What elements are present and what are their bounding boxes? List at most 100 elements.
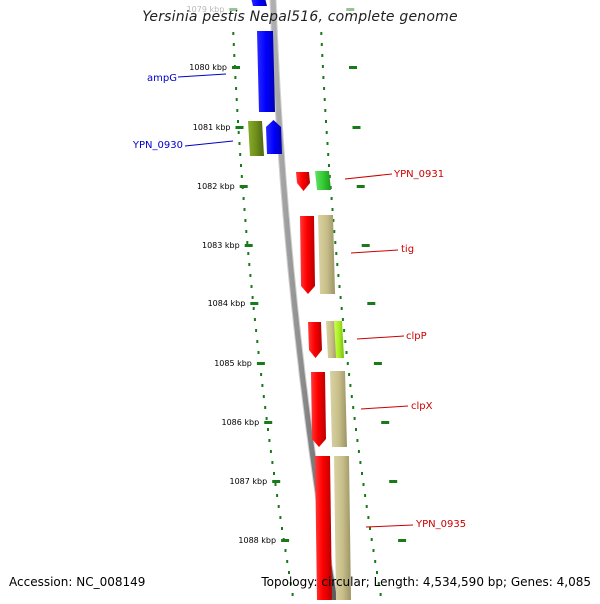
- tick-label: 1083 kbp: [202, 241, 240, 250]
- scale-dot-right: [356, 439, 359, 442]
- scale-dot-right: [350, 395, 353, 398]
- scale-dot-left: [268, 439, 271, 442]
- scale-dot-right: [343, 329, 346, 332]
- scale-dot-left: [238, 142, 241, 145]
- scale-dot-left: [257, 351, 260, 354]
- scale-dot-right: [345, 351, 348, 354]
- scale-dot-right: [361, 472, 363, 475]
- scale-dot-right: [321, 54, 324, 57]
- scale-dot-left: [276, 494, 279, 497]
- scale-dot-left: [239, 153, 242, 156]
- scale-dot-right: [324, 109, 327, 112]
- scale-dot-right: [327, 153, 330, 156]
- YPN_0930-block: [266, 120, 282, 154]
- scale-dot-left: [250, 285, 253, 288]
- scale-dot-right: [353, 417, 356, 420]
- YPN_0930-label: YPN_0930: [132, 140, 183, 151]
- scale-dot-left: [255, 329, 258, 332]
- scale-dot-right: [355, 428, 357, 431]
- scale-dot-left: [260, 373, 263, 376]
- scale-dot-left: [252, 307, 255, 310]
- scale-dot-right: [320, 43, 323, 46]
- scale-dot-left: [234, 76, 237, 79]
- tick-label: 1084 kbp: [208, 299, 246, 308]
- scale-dot-left: [262, 395, 265, 398]
- tick-mark-left: [239, 185, 248, 188]
- scale-dot-right: [359, 461, 362, 464]
- scale-dot-left: [256, 340, 259, 343]
- scale-dot-left: [269, 450, 272, 453]
- scale-dot-right: [349, 384, 352, 387]
- tick-mark-left: [244, 244, 253, 247]
- scale-dot-left: [264, 406, 267, 409]
- scale-dot-right: [321, 65, 324, 68]
- tick-label: 1088 kbp: [238, 536, 276, 545]
- gene-features: [248, 0, 351, 600]
- scale-dot-left: [235, 87, 238, 90]
- scale-dot-left: [261, 384, 264, 387]
- scale-dot-right: [325, 120, 327, 123]
- tick-mark-left: [232, 66, 240, 69]
- scale-dot-left: [249, 274, 252, 277]
- tick-mark-right: [389, 480, 398, 483]
- scale-dot-right: [341, 318, 344, 321]
- tick-label: 1081 kbp: [193, 123, 231, 132]
- tick-label: 1082 kbp: [197, 182, 235, 191]
- scale-dot-left: [233, 54, 236, 57]
- tan-gene-block-2: [326, 321, 337, 358]
- tick-label: 1085 kbp: [214, 359, 252, 368]
- scale-dot-right: [346, 362, 349, 365]
- scale-dot-left: [235, 98, 238, 101]
- clpP-leader: [356, 335, 405, 340]
- ampG-upper-block: [251, 0, 267, 6]
- tig-label: tig: [401, 244, 414, 255]
- ampG-label: ampG: [147, 73, 177, 84]
- scale-dot-right: [374, 560, 377, 563]
- scale-dot-right: [320, 32, 323, 35]
- scale-dot-left: [240, 175, 243, 178]
- scale-dot-left: [232, 43, 235, 46]
- scale-dot-right: [330, 197, 333, 200]
- clpP-label: clpP: [406, 331, 427, 342]
- scale-dot-right: [338, 285, 341, 288]
- scale-dot-right: [337, 274, 340, 277]
- scale-dot-left: [291, 593, 294, 596]
- clpX-leader: [360, 405, 409, 410]
- scale-dot-left: [281, 527, 283, 530]
- scale-dot-left: [247, 252, 250, 255]
- scale-dot-right: [333, 230, 336, 233]
- tick-mark-left: [235, 126, 244, 129]
- tick-mark-left: [264, 421, 273, 424]
- YPN_0931-block: [296, 172, 310, 191]
- YPN_0931-leader: [344, 173, 393, 180]
- scale-dot-right: [365, 505, 368, 508]
- clpX-block: [311, 372, 326, 447]
- clpP-block: [308, 322, 322, 358]
- tick-mark-right: [349, 66, 357, 69]
- scale-dot-left: [288, 571, 290, 574]
- ampG-leader: [177, 73, 227, 78]
- YPN_0935-leader: [365, 524, 414, 528]
- tick-mark-left: [256, 362, 265, 365]
- scale-dot-left: [243, 208, 246, 211]
- scale-dot-left: [236, 109, 239, 112]
- accession-text: Accession: NC_008149: [9, 575, 146, 589]
- scale-dot-left: [279, 516, 282, 519]
- topology-text: Topology: circular; Length: 4,534,590 bp…: [261, 575, 591, 589]
- tig-leader: [350, 249, 399, 254]
- scale-dot-right: [336, 263, 339, 266]
- tick-mark-left: [281, 539, 290, 542]
- tick-mark-right: [398, 539, 407, 542]
- tig-block: [300, 216, 315, 294]
- scale-dot-right: [357, 450, 360, 453]
- scale-dot-left: [244, 219, 247, 222]
- scale-dot-right: [328, 164, 330, 167]
- scale-dot-left: [267, 428, 269, 431]
- tick-label: 1087 kbp: [229, 477, 267, 486]
- scale-dot-left: [248, 263, 251, 266]
- scale-dot-right: [370, 538, 373, 541]
- tick-mark-right: [361, 244, 370, 247]
- scale-dot-right: [335, 252, 338, 255]
- scale-dot-right: [367, 516, 370, 519]
